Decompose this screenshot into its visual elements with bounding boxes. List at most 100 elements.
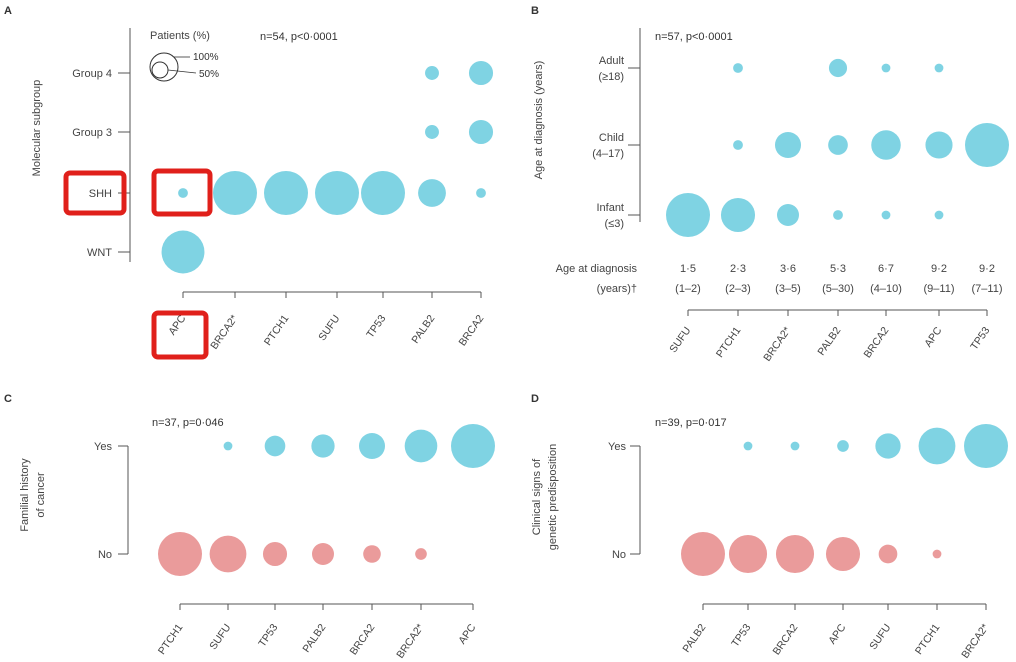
bubble-tp53-no bbox=[262, 541, 288, 567]
panel-d: D n=39, p=0·017 Clinical signs of geneti… bbox=[531, 393, 1008, 661]
bubble-apc-infant bbox=[934, 210, 944, 220]
y-tick-label-no: No bbox=[612, 549, 626, 561]
bubble-brca2-no bbox=[775, 534, 815, 574]
x-tick-label-brca2-star: BRCA2* bbox=[959, 622, 991, 661]
bubble-tp53-shh bbox=[361, 171, 405, 215]
age-range-value: (4–10) bbox=[870, 283, 902, 295]
median-age-value: 6·7 bbox=[878, 263, 894, 275]
legend-title: Patients (%) bbox=[150, 30, 210, 42]
bubble-palb2-group-3 bbox=[425, 125, 439, 139]
plot-a: Group 4 Group 3 SHH WNT APC BRCA2* PTCH1 SUFU TP… bbox=[72, 28, 494, 352]
bubble-tp53-yes bbox=[264, 435, 286, 457]
x-tick-label-sufu: SUFU bbox=[667, 325, 693, 355]
x-tick-label-tp53: TP53 bbox=[729, 622, 753, 650]
x-tick-label-palb2: PALB2 bbox=[300, 622, 328, 655]
bubble-ptch1-no bbox=[932, 549, 942, 559]
y-axis-title: genetic predisposition bbox=[547, 444, 559, 550]
bubble-ptch1-infant bbox=[720, 197, 756, 233]
bubble-apc-no bbox=[825, 536, 861, 572]
x-tick-label-brca2-star: BRCA2* bbox=[394, 622, 426, 661]
bubble-apc-shh bbox=[178, 188, 188, 198]
x-tick-label-tp53: TP53 bbox=[256, 622, 280, 650]
bubble-brca2-star-yes bbox=[404, 429, 438, 463]
panel-letter: D bbox=[531, 393, 539, 405]
bubble-palb2-group-4 bbox=[425, 66, 439, 80]
age-range-value: (9–11) bbox=[924, 283, 955, 295]
plot-d: Yes No PALB2 TP53 BRCA2 APC SUFU PTCH1 BRCA2* bbox=[608, 424, 1008, 661]
y-axis-title: Clinical signs of bbox=[531, 458, 543, 535]
y-tick-label-no: No bbox=[98, 549, 112, 561]
bubble-palb2-no bbox=[312, 543, 334, 565]
x-tick-label-apc: APC bbox=[166, 312, 188, 337]
bubble-ptch1-no bbox=[158, 532, 202, 576]
bubble-tp53-child bbox=[965, 123, 1009, 167]
bubble-palb2-child bbox=[828, 135, 848, 155]
y-tick-label-group-3: Group 3 bbox=[72, 127, 112, 139]
y-axis-title: Molecular subgroup bbox=[31, 80, 43, 177]
y-tick-label-yes: Yes bbox=[608, 441, 626, 453]
bubble-sufu-yes bbox=[875, 433, 901, 459]
bubble-tp53-yes bbox=[743, 441, 753, 451]
plot-c: Yes No PTCH1 SUFU TP53 PALB2 BRCA2 BRCA2* APC bbox=[94, 424, 495, 661]
bubble-brca2-adult bbox=[881, 63, 891, 73]
highlight-box-apc-shh-bubble bbox=[151, 168, 213, 217]
stat-label: n=54, p<0·0001 bbox=[260, 31, 338, 43]
x-tick-label-palb2: PALB2 bbox=[409, 313, 437, 346]
y-tick-label-infant: Infant bbox=[596, 202, 624, 214]
x-tick-label-ptch1: PTCH1 bbox=[913, 622, 943, 657]
bubble-brca2-no bbox=[363, 545, 381, 563]
x-tick-label-brca2: BRCA2 bbox=[457, 313, 487, 349]
x-tick-label-apc: APC bbox=[922, 324, 944, 349]
y-tick-sublabel: (≤3) bbox=[605, 218, 624, 230]
panel-letter: A bbox=[4, 5, 12, 17]
y-tick-sublabel: (4–17) bbox=[592, 148, 624, 160]
legend-circle-small bbox=[151, 61, 169, 79]
panel-b: B n=57, p<0·0001 Age at diagnosis (years… bbox=[531, 5, 1009, 364]
y-axis-title: Age at diagnosis (years) bbox=[533, 61, 545, 180]
bubble-apc-child bbox=[925, 131, 953, 159]
legend-label-large: 100% bbox=[193, 52, 219, 63]
bubble-apc-wnt bbox=[161, 230, 205, 274]
stat-label: n=37, p=0·046 bbox=[152, 417, 224, 429]
x-tick-label-palb2: PALB2 bbox=[815, 325, 843, 358]
median-age-value: 2·3 bbox=[730, 263, 746, 275]
stat-label: n=39, p=0·017 bbox=[655, 417, 727, 429]
y-tick-label-yes: Yes bbox=[94, 441, 112, 453]
bubble-brca2-yes bbox=[790, 441, 800, 451]
bubble-brca2-star-infant bbox=[777, 204, 799, 226]
bubble-apc-yes bbox=[451, 424, 495, 468]
x-tick-label-brca2-star: BRCA2* bbox=[761, 325, 793, 364]
bubble-brca2-group-4 bbox=[468, 60, 494, 86]
bubble-sufu-infant bbox=[666, 193, 710, 237]
bubble-brca2-group-3 bbox=[468, 119, 494, 145]
bubble-brca2-star-yes bbox=[964, 424, 1008, 468]
x-tick-label-ptch1: PTCH1 bbox=[262, 313, 292, 348]
y-axis-title: of cancer bbox=[35, 472, 47, 518]
y-tick-label-shh: SHH bbox=[89, 188, 112, 200]
median-age-value: 9·2 bbox=[931, 263, 947, 275]
size-legend: 100% 50% bbox=[149, 52, 219, 82]
median-header: Age at diagnosis bbox=[556, 263, 638, 275]
x-tick-label-brca2: BRCA2 bbox=[348, 622, 378, 658]
bubble-ptch1-shh bbox=[264, 171, 308, 215]
bubble-apc-adult bbox=[934, 63, 944, 73]
bubble-brca2-infant bbox=[881, 210, 891, 220]
age-range-value: (7–11) bbox=[972, 283, 1003, 295]
x-tick-label-sufu: SUFU bbox=[867, 622, 893, 652]
bubble-brca2-yes bbox=[358, 432, 386, 460]
median-header-unit: (years)† bbox=[597, 283, 637, 295]
bubble-palb2-shh bbox=[418, 179, 446, 207]
x-tick-label-brca2: BRCA2 bbox=[862, 325, 892, 361]
panel-letter: C bbox=[4, 393, 12, 405]
bubble-sufu-shh bbox=[315, 171, 359, 215]
bubble-brca2-star-no bbox=[415, 548, 427, 560]
bubble-brca2-shh bbox=[476, 188, 486, 198]
highlight-box-shh-label bbox=[63, 170, 127, 216]
bubble-apc-yes bbox=[837, 440, 849, 452]
bubble-sufu-yes bbox=[223, 441, 233, 451]
panel-a: A n=54, p<0·0001 Molecular subgroup Pati… bbox=[4, 5, 494, 360]
bubble-tp53-no bbox=[728, 534, 768, 574]
bubble-palb2-adult bbox=[828, 58, 848, 78]
bubble-ptch1-adult bbox=[733, 63, 743, 73]
